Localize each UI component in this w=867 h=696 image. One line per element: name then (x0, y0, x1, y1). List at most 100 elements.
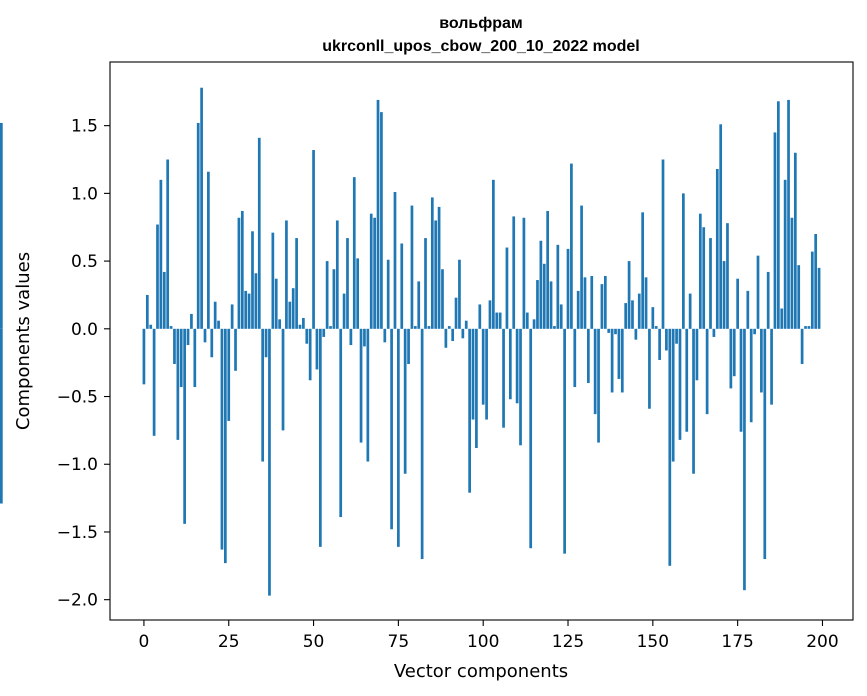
bar (461, 328, 465, 339)
bar (675, 328, 678, 344)
bar (281, 328, 285, 431)
bar (179, 328, 183, 388)
bar (508, 328, 512, 400)
bar (223, 328, 227, 564)
bar (580, 205, 583, 329)
bar (739, 328, 743, 432)
bar (522, 217, 526, 329)
x-tick-label: 125 (552, 632, 584, 652)
bar (366, 328, 370, 462)
bar (244, 290, 248, 329)
bar (570, 163, 573, 329)
bar (763, 328, 767, 560)
bar (553, 326, 556, 329)
bar (559, 304, 563, 329)
bar (447, 326, 451, 329)
bar (665, 328, 668, 351)
bar (807, 326, 811, 329)
bar (634, 328, 638, 340)
bar (529, 328, 533, 549)
bar (386, 259, 390, 329)
bar (152, 328, 156, 436)
bar (261, 328, 265, 462)
bar (400, 243, 404, 329)
bar (556, 244, 560, 329)
bar (654, 326, 658, 329)
bar (390, 328, 393, 530)
bar (295, 238, 298, 329)
bar (325, 261, 329, 329)
bar (430, 197, 434, 329)
bar (173, 328, 176, 365)
x-tick-label: 150 (637, 632, 669, 652)
bar (380, 112, 383, 329)
bar (186, 328, 190, 346)
bar (397, 328, 400, 547)
bar (743, 328, 746, 591)
plot-frame (109, 61, 854, 621)
bar (773, 132, 777, 329)
chart-subtitle: ukrconll_upos_cbow_200_10_2022 model (322, 38, 639, 55)
y-axis: −2.0 −1.5 −1.0 −0.5 0.0 0.5 1.0 1.5 (57, 117, 110, 611)
bar (210, 328, 214, 358)
bar (285, 220, 288, 329)
bar (525, 312, 529, 329)
bar (271, 232, 275, 329)
bar (451, 328, 455, 341)
bar (753, 328, 756, 335)
bar (376, 99, 380, 329)
bar (817, 267, 821, 329)
y-axis-label: Components values (13, 252, 34, 430)
bar (468, 328, 471, 493)
bar (498, 312, 502, 329)
x-tick-label: 100 (467, 632, 499, 652)
bar (308, 328, 312, 381)
bar (590, 275, 594, 329)
bar (302, 317, 305, 329)
bar (627, 261, 631, 329)
bar (576, 290, 580, 329)
bar (597, 328, 600, 443)
bar (247, 293, 251, 329)
bar (254, 273, 258, 329)
chart-title: вольфрам (439, 15, 523, 32)
bar (563, 328, 566, 554)
bar (464, 320, 468, 329)
bar (234, 328, 237, 371)
bar (359, 328, 363, 443)
bar (800, 328, 804, 365)
bar (298, 324, 302, 329)
bar (196, 122, 200, 329)
x-tick-label: 75 (388, 632, 410, 652)
bar (519, 328, 522, 446)
bar (709, 238, 712, 329)
bar (729, 328, 733, 389)
bar (607, 328, 611, 333)
x-tick-label: 200 (806, 632, 838, 652)
bar (166, 159, 170, 329)
bar (274, 278, 278, 329)
bar (0, 122, 3, 329)
bar (193, 328, 197, 388)
bar (614, 328, 617, 335)
bar (417, 281, 421, 329)
bar (200, 87, 203, 329)
bar (814, 234, 818, 329)
y-tick-label: 1.5 (71, 117, 98, 137)
x-tick-label: 175 (721, 632, 753, 652)
bar (719, 124, 723, 329)
bar (658, 328, 661, 360)
bar (349, 328, 353, 346)
bar (787, 99, 790, 329)
bar (413, 326, 417, 329)
bar (726, 223, 729, 329)
bar (549, 281, 553, 329)
bar (624, 303, 628, 329)
bar (688, 293, 692, 329)
bar (176, 328, 180, 440)
bar (695, 328, 699, 381)
bar (780, 308, 784, 329)
bar (220, 328, 224, 550)
